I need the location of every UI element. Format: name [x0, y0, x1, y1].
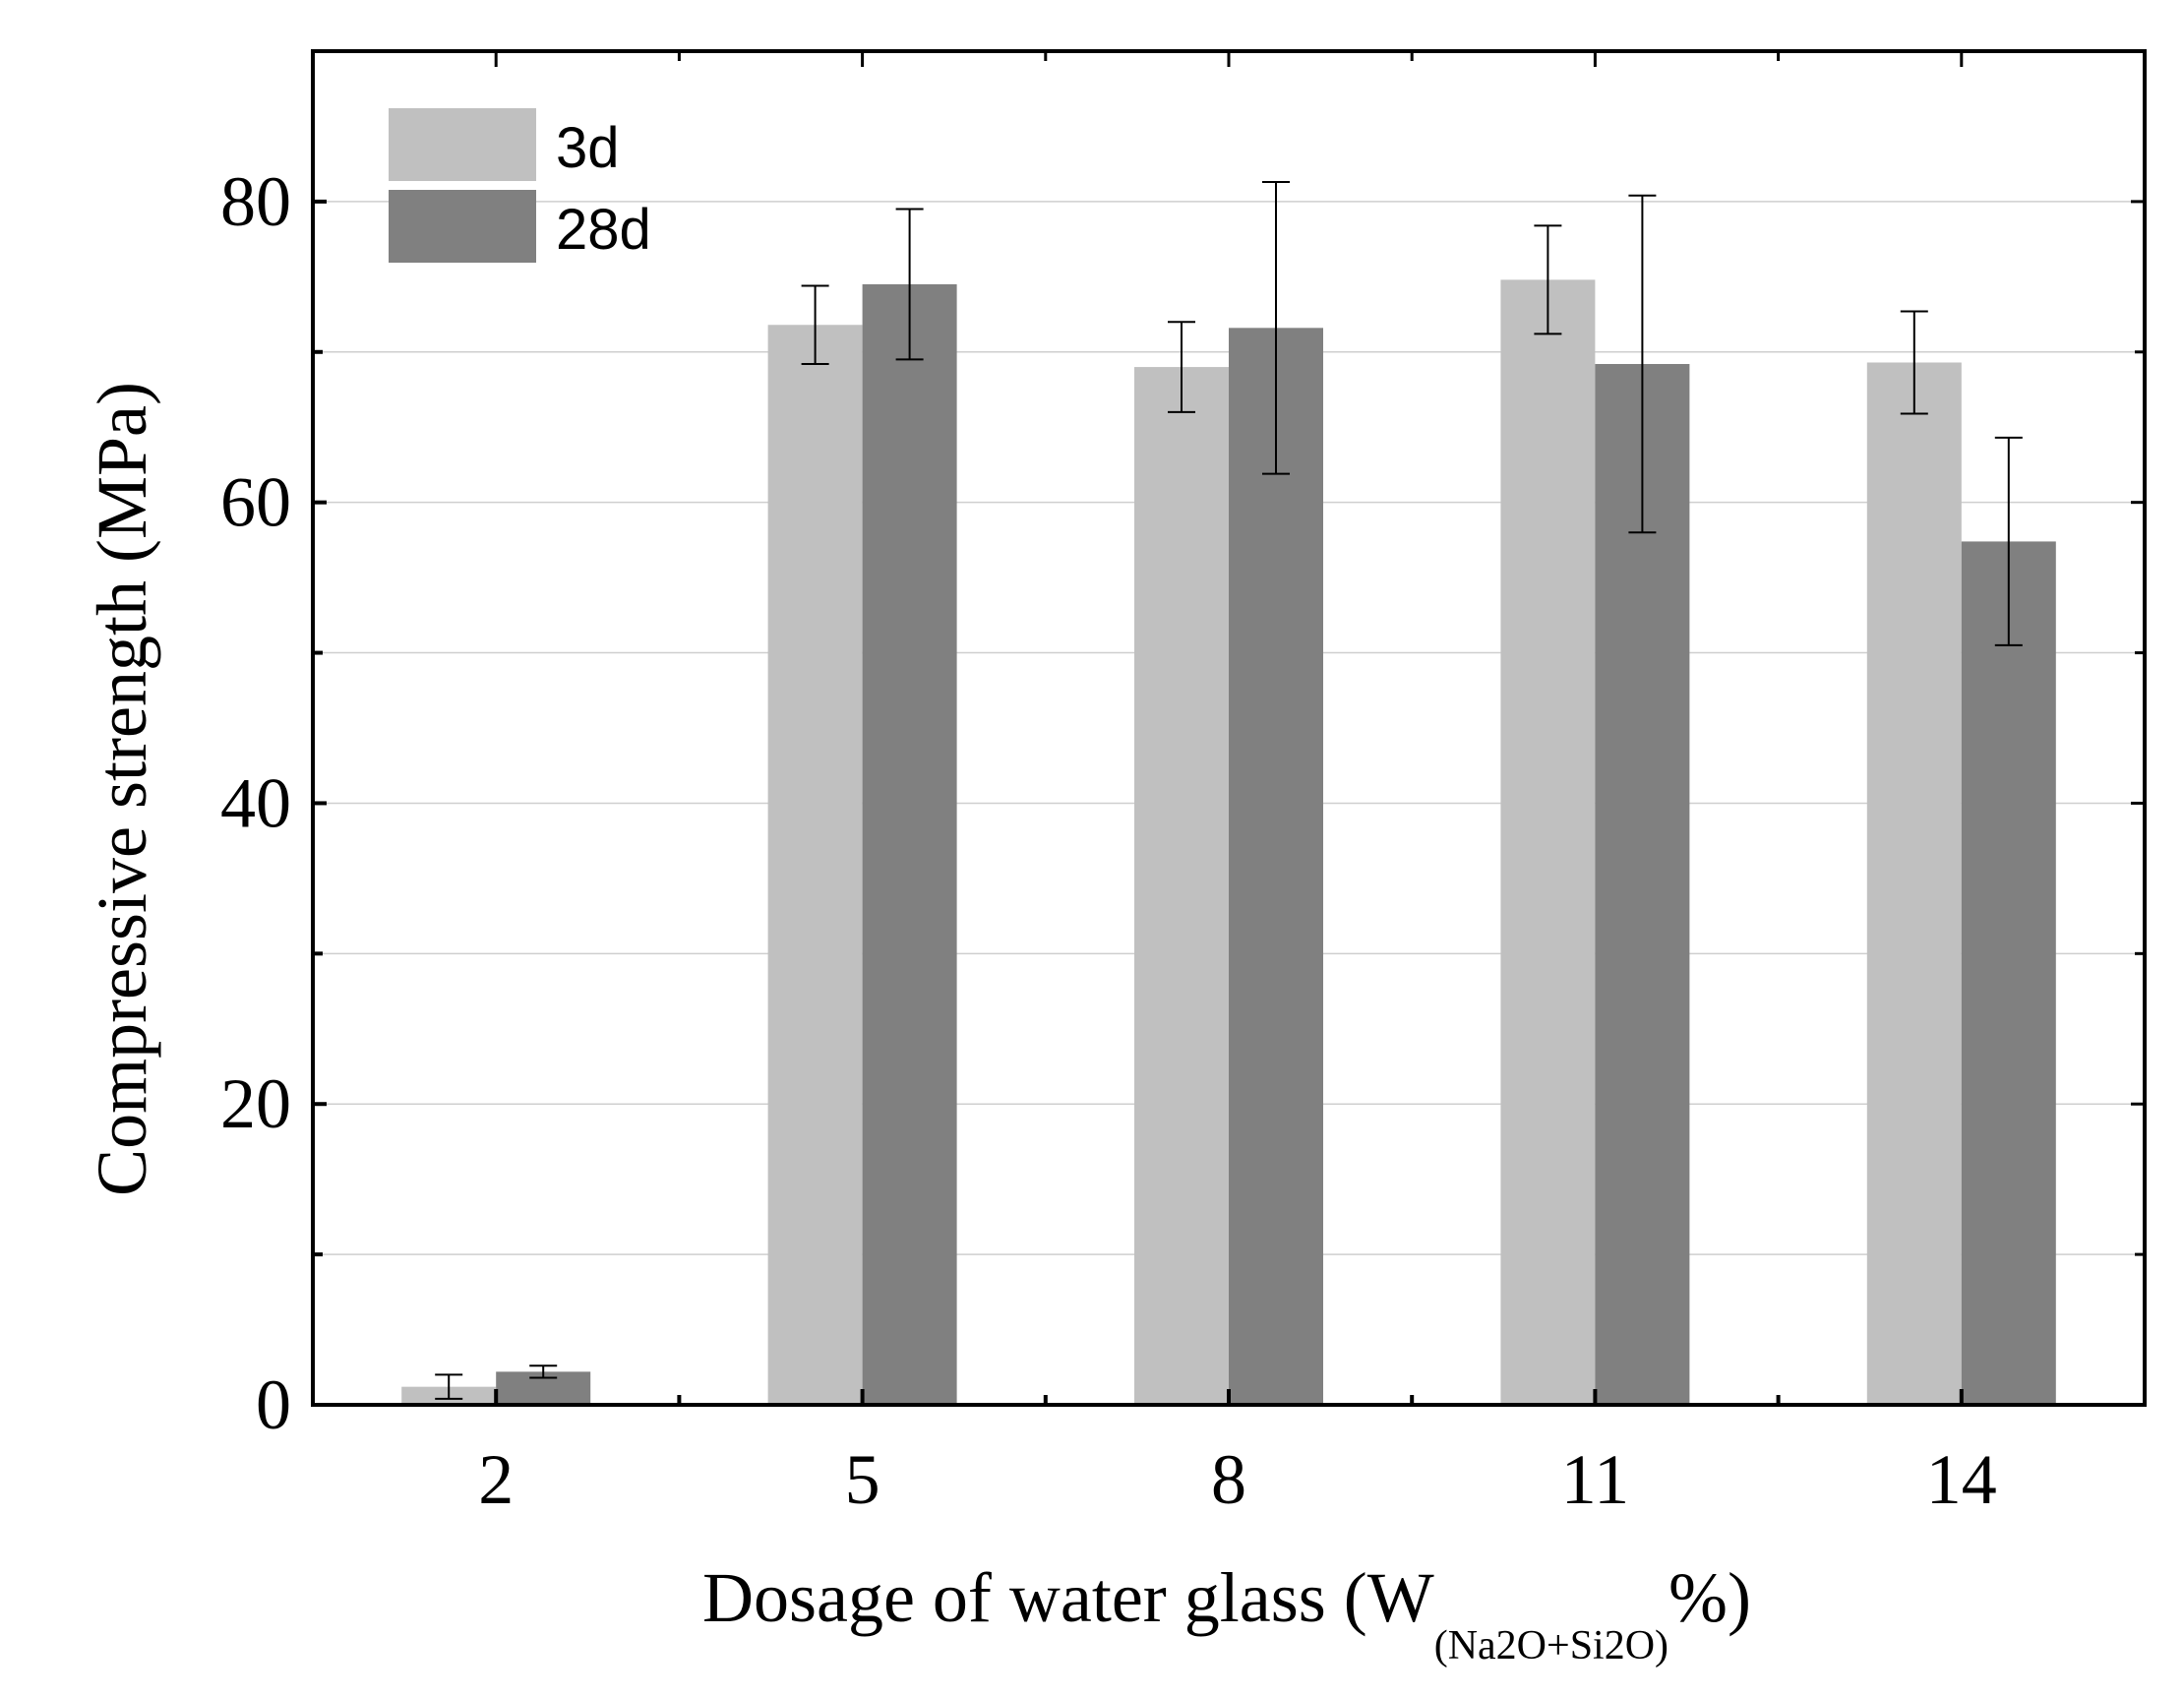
x-axis-label-subscript: (Na2O+Si2O)	[1434, 1623, 1668, 1668]
legend: 3d 28d	[389, 108, 651, 263]
legend-swatch-28d	[389, 190, 536, 263]
bar-28d-8	[1229, 328, 1323, 1405]
bar-3d-14	[1866, 362, 1962, 1406]
bar-3d-8	[1134, 367, 1229, 1406]
x-axis-label-suffix: %)	[1668, 1558, 1751, 1637]
legend-label-28d: 28d	[556, 198, 651, 262]
y-tick-label-80: 80	[220, 162, 291, 241]
x-tick-label-2: 2	[478, 1440, 514, 1519]
bar-28d-5	[862, 283, 957, 1405]
bar-3d-5	[767, 325, 863, 1405]
error-bars	[435, 181, 2023, 1400]
x-tick-label-8: 8	[1211, 1440, 1246, 1519]
x-axis-label-main: Dosage of water glass (W	[702, 1558, 1434, 1637]
y-tick-label-40: 40	[220, 763, 291, 842]
y-tick-label-20: 20	[220, 1064, 291, 1143]
x-tick-label-14: 14	[1926, 1440, 1997, 1519]
legend-swatch-3d	[389, 108, 536, 181]
y-tick-label-0: 0	[256, 1365, 291, 1444]
x-tick-label-5: 5	[845, 1440, 880, 1519]
x-tick-label-11: 11	[1561, 1440, 1629, 1519]
axes	[311, 49, 2147, 1407]
x-axis-label: Dosage of water glass (W(Na2O+Si2O)%)	[702, 1558, 1751, 1668]
y-tick-label-60: 60	[220, 463, 291, 542]
bar-3d-11	[1500, 279, 1596, 1405]
tick-labels: 2 5 8 11 14 0 20 40 60 80	[220, 162, 1997, 1519]
bar-28d-11	[1595, 364, 1690, 1405]
bars	[401, 279, 2056, 1406]
legend-label-3d: 3d	[556, 116, 620, 180]
y-axis-label: Compressive strength (MPa)	[83, 382, 161, 1196]
bar-28d-14	[1961, 541, 2056, 1405]
